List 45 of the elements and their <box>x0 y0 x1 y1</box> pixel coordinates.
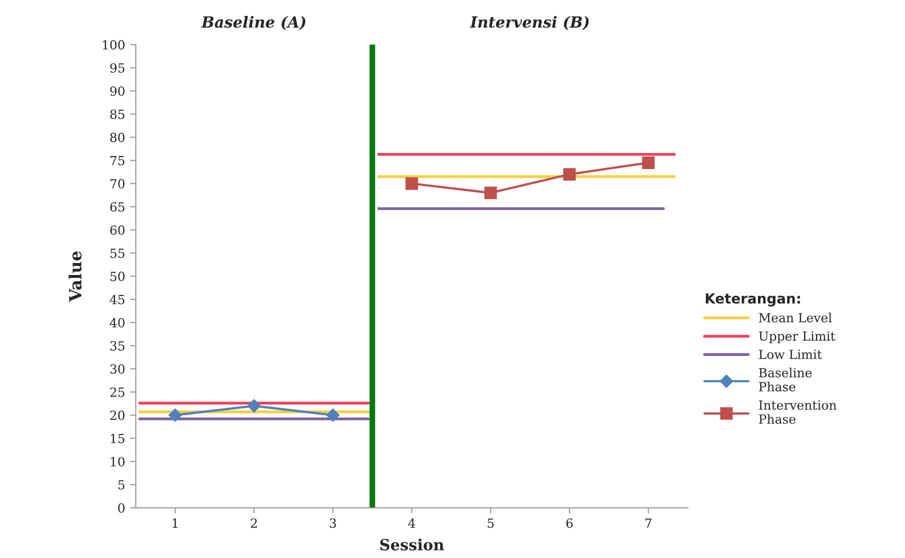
y-tick-label: 75 <box>110 156 124 166</box>
y-tick-label: 50 <box>110 272 125 282</box>
point <box>563 168 576 181</box>
x-axis-title: Session <box>380 538 444 550</box>
y-tick-label: 55 <box>110 248 124 258</box>
legend-label: Low Limit <box>759 350 822 360</box>
y-tick-label: 5 <box>118 480 124 490</box>
y-tick-label: 60 <box>110 225 125 235</box>
legend-label: Intervention Phase <box>759 400 836 424</box>
y-tick-label: 45 <box>110 294 124 304</box>
text: Baseline (A) <box>201 16 306 30</box>
y-tick-label: 15 <box>110 434 124 444</box>
text: Intervensi (B) <box>470 16 589 30</box>
x-tick-label: 4 <box>408 518 416 528</box>
y-tick-label: 85 <box>110 110 124 120</box>
point <box>406 177 418 190</box>
point <box>326 408 340 422</box>
y-tick-label: 80 <box>110 132 125 142</box>
legend-label: Baseline Phase <box>759 368 812 392</box>
point <box>247 399 261 412</box>
x-tick-label: 1 <box>172 518 178 528</box>
y-tick-label: 20 <box>110 410 125 420</box>
y-tick-label: 90 <box>110 86 125 96</box>
y-axis-title: Value <box>68 251 82 302</box>
x-tick-label: 5 <box>488 518 494 528</box>
point <box>168 408 182 422</box>
y-tick-label: 10 <box>110 456 125 466</box>
y-tick-label: 65 <box>110 202 124 212</box>
legend-label: Upper Limit <box>758 331 836 344</box>
y-tick-label: 25 <box>110 387 124 397</box>
legend-label: Mean Level <box>758 312 832 322</box>
point <box>642 156 655 169</box>
x-tick-label: 3 <box>330 518 336 528</box>
y-tick-label: 0 <box>118 503 125 513</box>
x-tick-label: 2 <box>250 518 257 528</box>
y-tick-label: 40 <box>110 318 125 328</box>
x-tick-label: 6 <box>566 518 573 528</box>
y-tick-label: 100 <box>103 40 125 50</box>
x-tick-label: 7 <box>645 518 652 528</box>
point <box>484 186 497 200</box>
legend-title: Keterangan: <box>706 293 800 306</box>
y-tick-label: 35 <box>110 341 124 351</box>
y-tick-label: 70 <box>110 179 125 189</box>
y-tick-label: 30 <box>110 364 125 374</box>
y-tick-label: 95 <box>110 63 124 73</box>
